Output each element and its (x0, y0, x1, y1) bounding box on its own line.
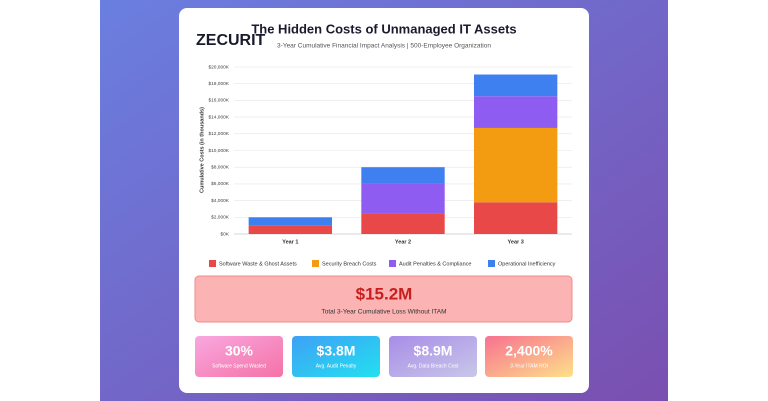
x-tick-label: Year 3 (508, 239, 524, 245)
legend-label: Audit Penalties & Compliance (399, 261, 471, 267)
y-tick-label: $6,000K (211, 181, 230, 187)
bar-segment (473, 202, 558, 234)
x-tick-label: Year 2 (395, 239, 411, 245)
y-tick-label: $4,000K (211, 198, 230, 204)
y-tick-label: $16,000K (208, 98, 229, 104)
bar-segment (361, 167, 445, 184)
legend-label: Security Breach Costs (322, 261, 377, 267)
stat-card (195, 336, 283, 377)
summary-label: Total 3-Year Cumulative Loss Without ITA… (322, 309, 447, 316)
bar-segment (361, 183, 445, 214)
legend-label: Operational Inefficiency (498, 261, 556, 267)
bar-segment (248, 225, 333, 234)
y-tick-label: $12,000K (208, 131, 229, 137)
bar-segment (473, 96, 558, 128)
stat-label: Avg. Data Breach Cost (408, 363, 459, 369)
chart-subtitle: 3-Year Cumulative Financial Impact Analy… (277, 43, 491, 50)
chart-title: The Hidden Costs of Unmanaged IT Assets (251, 21, 516, 36)
bar-segment (473, 127, 558, 203)
y-axis-title: Cumulative Costs (in thousands) (199, 107, 205, 193)
y-tick-label: $2,000K (211, 215, 230, 221)
stat-card (389, 336, 477, 377)
stats: 30% Software Spend Wasted $3.8M Avg. Audit … (195, 336, 573, 377)
legend-swatch (209, 260, 216, 267)
margin (668, 0, 768, 401)
legend-swatch (389, 260, 396, 267)
bar-segment (473, 74, 558, 97)
stat-value: 2,400% (505, 343, 553, 359)
y-tick-label: $14,000K (208, 114, 229, 120)
y-tick-label: $8,000K (211, 164, 230, 170)
y-tick-label: $10,000K (208, 148, 229, 154)
logo: ZECURIT (196, 32, 266, 49)
legend-swatch (488, 260, 495, 267)
summary-box (194, 275, 573, 323)
stat-label: 3-Year ITAM ROI (510, 363, 548, 369)
stat-value: $3.8M (317, 343, 356, 359)
y-tick-label: $18,000K (208, 81, 229, 87)
stat-label: Software Spend Wasted (212, 363, 266, 369)
y-tick-label: $20,000K (208, 64, 229, 70)
legend-swatch (312, 260, 319, 267)
summary-value: $15.2M (356, 284, 413, 303)
stat-value: $8.9M (414, 343, 453, 359)
plot: $0K $2,000K $4,000K $6,000K $8,000K $10,000K $… (208, 64, 572, 267)
legend-label: Software Waste & Ghost Assets (219, 261, 297, 267)
bar-segment (248, 217, 333, 226)
margin (0, 0, 100, 401)
stat-card (485, 336, 573, 377)
stat-card (292, 336, 380, 377)
x-tick-label: Year 1 (282, 239, 298, 245)
bar-segment (361, 213, 445, 234)
stat-value: 30% (225, 343, 254, 359)
stat-label: Avg. Audit Penalty (316, 363, 357, 369)
y-tick-label: $0K (220, 231, 229, 237)
